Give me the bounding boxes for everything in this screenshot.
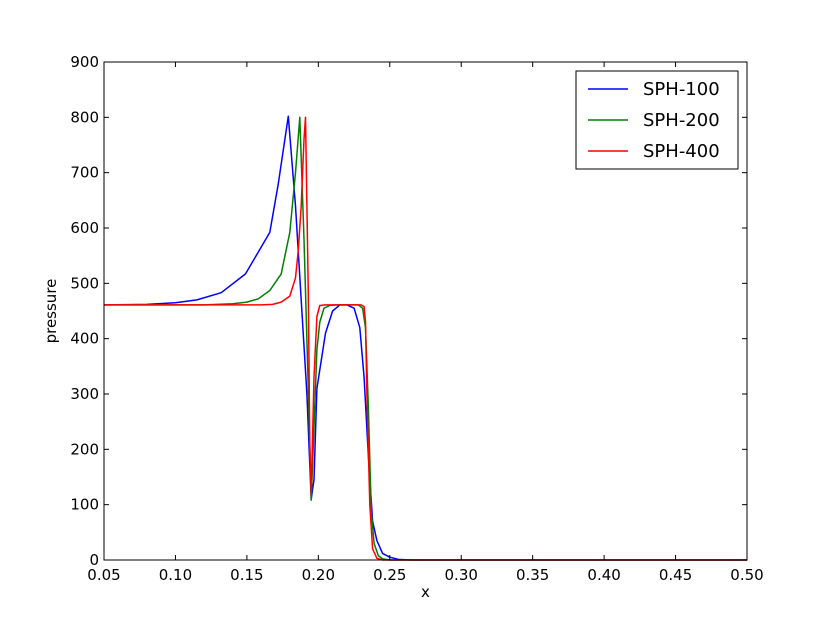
- x-tick-label: 0.20: [302, 566, 335, 584]
- legend-label-0: SPH-100: [643, 79, 720, 100]
- x-tick-label: 0.10: [159, 566, 192, 584]
- ticks-layer: 0.05 0.10 0.15 0.20 0.25 0.30 0.35 0.40 0.45 0.50…: [70, 53, 763, 584]
- y-tick-label: 0: [89, 551, 99, 569]
- x-tick-label: 0.45: [659, 566, 692, 584]
- legend-label-1: SPH-200: [643, 110, 720, 131]
- x-axis-title: x: [421, 583, 430, 601]
- y-tick-label: 500: [70, 274, 99, 292]
- y-tick-label: 100: [70, 496, 99, 514]
- plot-frame: [103, 61, 748, 561]
- y-tick-label: 400: [70, 330, 99, 348]
- y-axis-title: pressure: [42, 279, 60, 344]
- y-tick-label: 600: [70, 219, 99, 237]
- series-line-0: [103, 115, 747, 561]
- x-tick-label: 0.35: [516, 566, 549, 584]
- series-layer: [103, 115, 747, 561]
- x-tick-label: 0.40: [587, 566, 620, 584]
- x-tick-label: 0.25: [373, 566, 406, 584]
- x-tick-label: 0.50: [730, 566, 763, 584]
- y-tick-label: 700: [70, 164, 99, 182]
- y-tick-label: 300: [70, 385, 99, 403]
- series-line-1: [104, 116, 747, 561]
- series-line-2: [104, 116, 747, 561]
- y-tick-label: 200: [70, 440, 99, 458]
- x-tick-label: 0.05: [87, 566, 120, 584]
- legend: SPH-100 SPH-200 SPH-400: [575, 70, 739, 170]
- legend-label-2: SPH-400: [643, 141, 720, 162]
- x-tick-label: 0.15: [230, 566, 263, 584]
- x-tick-label: 0.30: [445, 566, 478, 584]
- y-tick-label: 800: [70, 108, 99, 126]
- y-tick-label: 900: [70, 53, 99, 71]
